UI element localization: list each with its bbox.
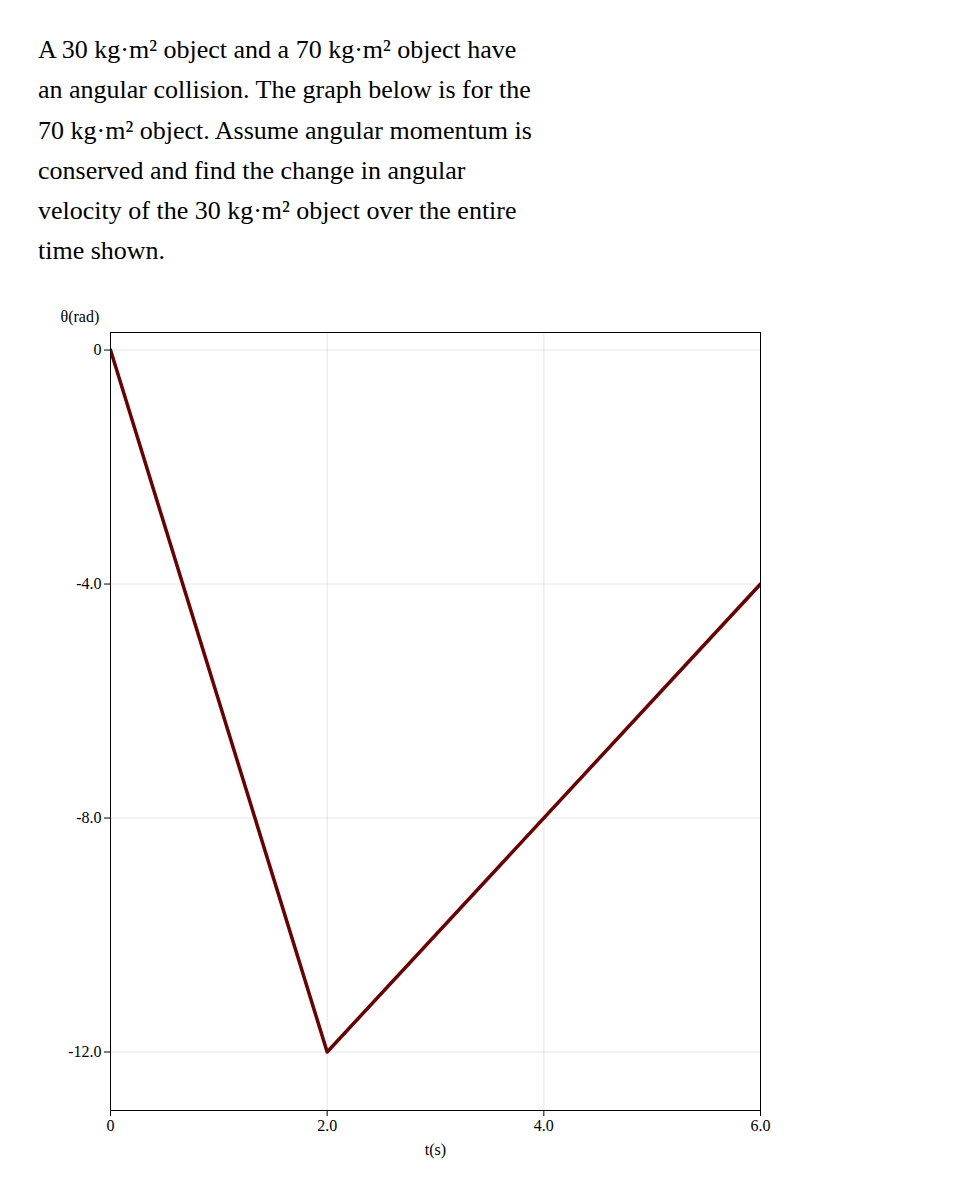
svg-text:4.0: 4.0 (534, 1117, 554, 1134)
svg-text:2.0: 2.0 (317, 1117, 337, 1134)
html-text:conserved and find the change: conserved and find the change in angular (38, 155, 466, 185)
svg-text:t(s): t(s) (425, 1140, 446, 1158)
html-text:A 30 kg·m² object and a 70 kg·: A 30 kg·m² object and a 70 kg·m² object … (38, 35, 517, 64)
svg-text:0: 0 (94, 341, 102, 358)
html-text:70 kg·m² object. Assume angula: 70 kg·m² object. Assume angular momentum… (38, 115, 532, 145)
svg-text:θ(rad): θ(rad) (61, 308, 100, 326)
svg-text:0: 0 (107, 1117, 115, 1134)
svg-text:-8.0: -8.0 (76, 809, 101, 826)
svg-text:-4.0: -4.0 (76, 575, 101, 592)
html-text:time shown.: time shown. (38, 236, 166, 266)
html-text:an angular collision. The grap: an angular collision. The graph below is… (38, 75, 531, 105)
html-text:velocity of the 30 kg·m² objec: velocity of the 30 kg·m² object over the… (38, 196, 517, 226)
svg-text:-12.0: -12.0 (68, 1043, 101, 1060)
svg-text:6.0: 6.0 (751, 1117, 771, 1134)
